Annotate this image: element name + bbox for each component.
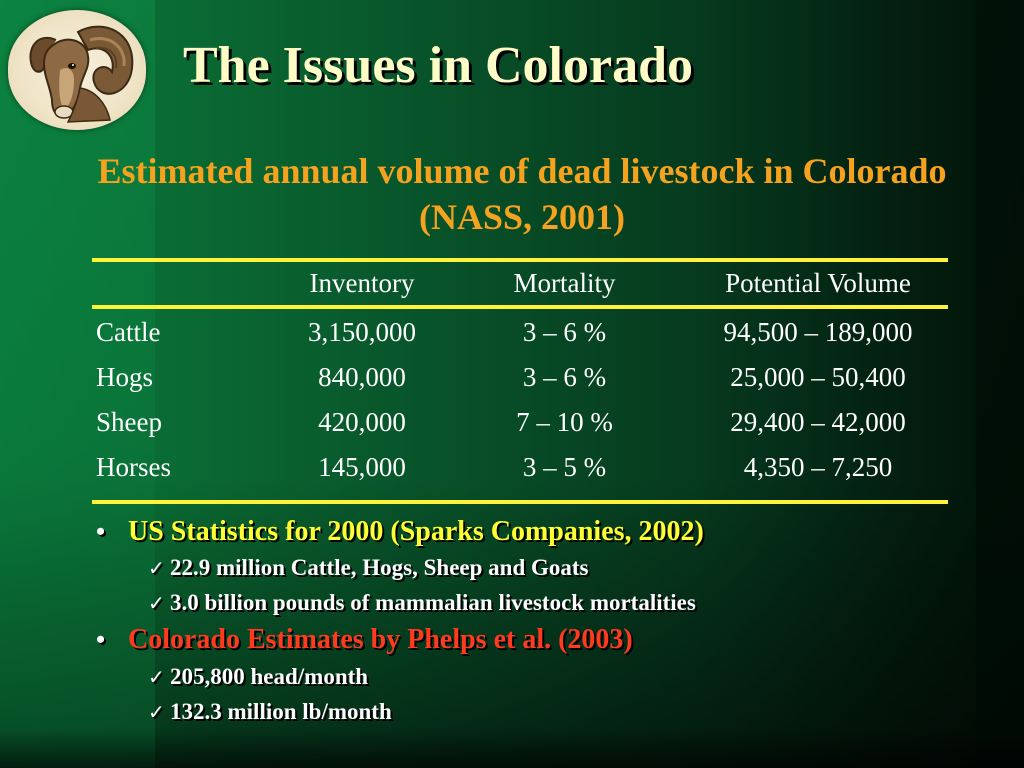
table-top-rule [92,258,948,262]
inventory-cell: 420,000 [318,407,406,437]
sub-bullet: ✓ 205,800 head/month [148,662,368,692]
right-shadow-band [976,0,1024,768]
inventory-cell: 3,150,000 [308,317,416,347]
sub-bullet: ✓ 22.9 million Cattle, Hogs, Sheep and Go… [148,553,589,583]
bullet-colorado-estimates: • Colorado Estimates by Phelps et al. (20… [96,622,633,658]
table-caption: Estimated annual volume of dead livestoc… [97,151,947,237]
checkmark-icon: ✓ [148,665,165,689]
table-header-rule [92,305,948,309]
potential-volume-cell: 25,000 – 50,400 [730,362,906,392]
table-header-row: Inventory Mortality Potential Volume [92,265,948,301]
sub-bullet-text: 132.3 million lb/month [170,699,392,724]
bullet-text: Colorado Estimates by Phelps et al. (200… [128,624,633,655]
header-cell-potential-volume: Potential Volume [725,268,911,298]
sub-bullet: ✓ 132.3 million lb/month [148,697,392,727]
potential-volume-cell: 29,400 – 42,000 [730,407,906,437]
bighorn-sheep-logo [8,10,146,130]
row-label: Hogs [96,362,154,392]
sub-bullet-text: 3.0 billion pounds of mammalian livestoc… [170,590,696,615]
potential-volume-cell: 94,500 – 189,000 [723,317,913,347]
potential-volume-cell: 4,350 – 7,250 [743,452,893,482]
table-bottom-rule [92,500,948,504]
table-row: Sheep 420,000 7 – 10 % 29,400 – 42,000 [92,404,948,440]
checkmark-icon: ✓ [148,700,165,724]
table-row: Horses 145,000 3 – 5 % 4,350 – 7,250 [92,449,948,485]
bullet-dot: • [96,517,106,546]
inventory-cell: 145,000 [318,452,406,482]
row-label: Cattle [96,317,161,347]
bullet-us-statistics: • US Statistics for 2000 (Sparks Companie… [96,514,704,550]
bullet-text: US Statistics for 2000 (Sparks Companies… [128,516,704,547]
inventory-cell: 840,000 [318,362,406,392]
bottom-shadow-band [0,728,1024,768]
checkmark-icon: ✓ [148,556,165,580]
bighorn-sheep-icon [29,25,134,123]
mortality-cell: 7 – 10 % [516,407,613,437]
mortality-cell: 3 – 6 % [522,362,607,392]
row-label: Sheep [96,407,162,437]
sub-bullet-text: 205,800 head/month [170,664,369,689]
page-title: The Issues in Colorado [183,37,693,94]
header-cell-mortality: Mortality [513,268,616,298]
sub-bullet: ✓ 3.0 billion pounds of mammalian livesto… [148,588,696,618]
mortality-cell: 3 – 6 % [522,317,607,347]
table-row: Cattle 3,150,000 3 – 6 % 94,500 – 189,00… [92,314,948,350]
sub-bullet-text: 22.9 million Cattle, Hogs, Sheep and Goa… [170,555,589,580]
bullet-dot: • [96,625,106,654]
table-row: Hogs 840,000 3 – 6 % 25,000 – 50,400 [92,359,948,395]
checkmark-icon: ✓ [148,591,165,615]
mortality-cell: 3 – 5 % [522,452,607,482]
header-cell-inventory: Inventory [309,268,415,298]
row-label: Horses [96,452,171,482]
